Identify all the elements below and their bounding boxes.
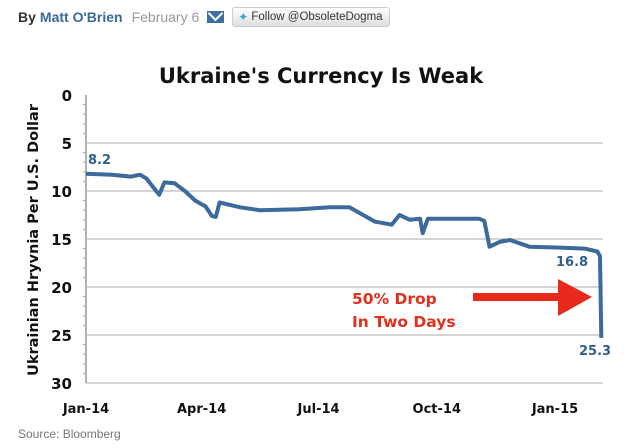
- x-tick-label: Jan-15: [531, 402, 578, 417]
- envelope-icon[interactable]: [207, 11, 225, 23]
- y-tick-label: 25: [51, 327, 72, 345]
- y-axis-label: Ukrainian Hryvnia Per U.S. Dollar: [26, 103, 42, 376]
- annotation-line2: In Two Days: [352, 313, 456, 331]
- chart-title: Ukraine's Currency Is Weak: [159, 64, 484, 88]
- twitter-bird-icon: ✦: [238, 10, 249, 24]
- x-tick-label: Jul-14: [297, 402, 340, 417]
- twitter-follow-button[interactable]: ✦ Follow @ObsoleteDogma: [232, 7, 390, 27]
- y-tick-label: 10: [51, 183, 72, 201]
- y-tick-label: 0: [62, 87, 72, 105]
- author-link[interactable]: Matt O'Brien: [39, 9, 123, 25]
- source-note: Source: Bloomberg: [18, 427, 121, 441]
- x-tick-label: Apr-14: [177, 402, 226, 417]
- data-label-start: 8.2: [88, 153, 111, 168]
- annotation-arrow: [473, 279, 592, 316]
- data-label-end: 25.3: [579, 344, 611, 359]
- data-label-before-drop: 16.8: [556, 255, 588, 270]
- follow-label: Follow @ObsoleteDogma: [251, 11, 383, 23]
- x-tick-label: Jan-14: [62, 402, 109, 417]
- series-line: [85, 171, 604, 338]
- byline: By Matt O'Brien February 6 ✦ Follow @Obso…: [18, 7, 390, 27]
- y-tick-label: 15: [51, 231, 72, 249]
- x-tick-label: Oct-14: [413, 402, 461, 417]
- y-tick-label: 20: [51, 279, 72, 297]
- by-label: By: [18, 9, 36, 25]
- annotation-line1: 50% Drop: [352, 290, 437, 308]
- publish-date: February 6: [131, 9, 200, 25]
- y-tick-label: 30: [51, 375, 72, 393]
- y-tick-label: 5: [62, 135, 72, 153]
